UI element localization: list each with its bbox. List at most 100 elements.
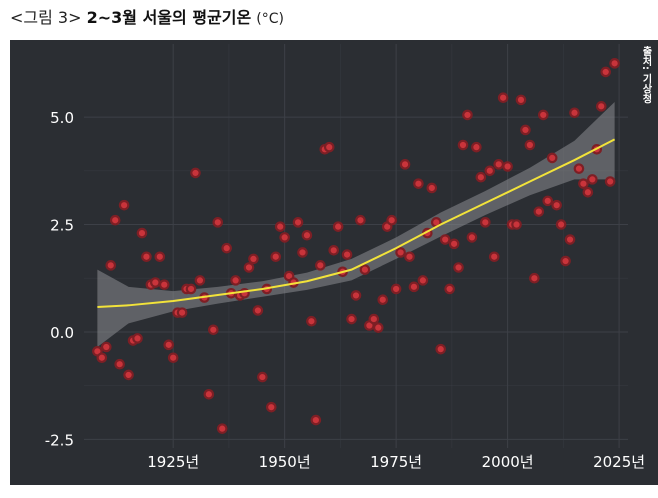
data-point [154,251,166,263]
data-point [515,94,527,106]
data-point [315,260,326,271]
data-point [542,195,554,207]
x-tick-label: 1950년 [259,453,311,471]
data-point [377,294,389,306]
data-point [323,141,335,153]
data-point [395,247,406,258]
figure-caption: <그림 3> 2~3월 서울의 평균기온 (°C) [10,4,284,28]
data-point [190,167,201,179]
data-point [310,414,322,426]
data-point [372,322,384,333]
data-point [600,66,612,78]
data-point [578,178,589,189]
data-point [359,264,371,275]
data-point [564,234,576,245]
data-point [573,163,585,174]
data-point [328,244,340,256]
data-point [587,174,598,185]
data-point [609,58,620,69]
data-point [248,253,259,265]
data-point [123,369,134,381]
grid [84,44,628,448]
data-point [399,159,411,170]
data-point [551,199,562,211]
data-point [453,262,464,273]
data-point [466,232,478,243]
x-tick-label: 1975년 [370,453,422,471]
x-tick-label: 2025년 [593,453,645,471]
data-point [488,251,500,263]
x-tick-label: 1925년 [147,453,199,471]
figure-number: <그림 3> [10,8,82,27]
data-point [265,401,277,413]
data-point [471,141,482,153]
data-point [511,219,522,230]
data-point [292,217,304,228]
data-point [529,272,540,284]
data-point [212,217,224,228]
unit-label: (°C) [256,11,284,27]
data-point [136,227,148,239]
data-point [100,341,112,353]
data-point [560,255,571,267]
data-point [413,178,424,189]
data-point [301,229,313,241]
data-point [417,275,429,286]
data-point [435,343,447,355]
data-point [444,283,455,295]
data-point [404,251,415,263]
data-point [118,199,130,211]
confidence-band [97,102,615,348]
data-point [185,283,197,295]
chart-title: 2~3월 서울의 평균기온 [86,8,252,27]
data-point [216,423,228,434]
data-point [252,305,264,316]
trend-line [97,138,616,309]
data-point [346,313,357,325]
data-point [176,307,188,318]
trend-line-path [97,138,616,309]
data-point [306,315,317,327]
y-tick-label: 0.0 [50,324,74,342]
data-point [230,275,241,286]
data-point [105,260,117,271]
data-point [132,333,143,344]
data-point [426,182,438,194]
data-point [158,279,170,290]
data-point [520,124,531,136]
data-point [257,371,268,383]
data-point [497,92,509,104]
data-point [439,234,451,245]
data-point [163,339,175,351]
data-point [533,206,545,217]
data-point [604,176,616,187]
x-tick-label: 2000년 [482,453,534,471]
data-point [114,358,125,370]
data-point [475,171,487,183]
data-point [390,283,402,295]
data-point [537,109,549,121]
data-point [484,165,496,177]
data-point [270,251,282,263]
data-point [208,324,219,336]
source-label: 출처: 기상청 [640,46,651,104]
y-tick-label: 5.0 [50,109,74,127]
data-point [194,275,206,286]
data-point [355,214,366,226]
data-point [279,232,290,243]
data-point [555,219,567,230]
data-point [350,290,362,301]
data-point [569,107,580,119]
data-point [221,242,232,254]
data-point [96,352,108,364]
data-point [274,221,286,232]
chart-panel [10,40,658,485]
data-point [341,249,353,260]
data-point [595,101,607,112]
confidence-band-area [97,102,615,348]
data-point [167,352,179,364]
data-point [297,247,308,258]
data-point [203,388,215,400]
data-point [408,281,420,293]
